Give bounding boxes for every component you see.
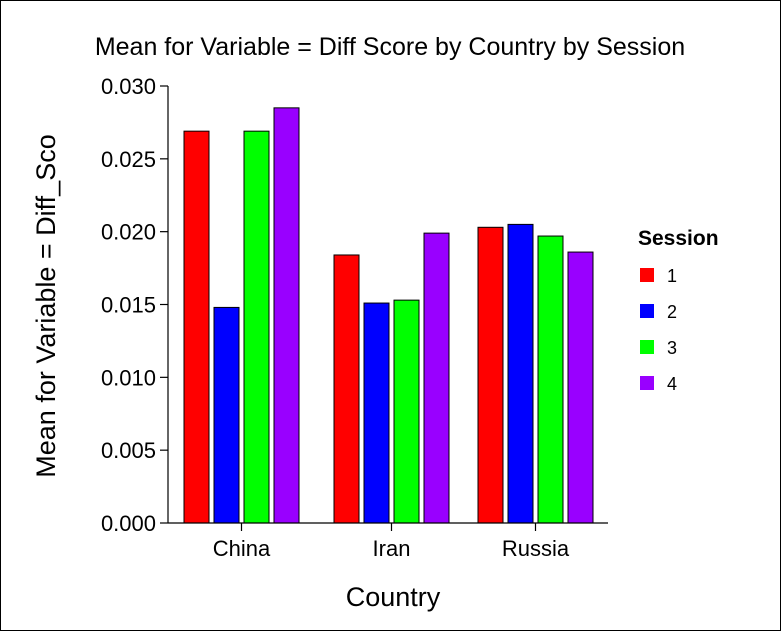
y-tick-label: 0.025: [101, 147, 156, 172]
x-tick-label: China: [213, 536, 271, 561]
bar-russia-session-1: [477, 226, 504, 524]
x-tick-label: Iran: [373, 536, 411, 561]
legend-swatch-session-1: [640, 268, 654, 282]
bars-group: [183, 107, 594, 524]
chart-title: Mean for Variable = Diff Score by Countr…: [95, 33, 685, 61]
bar-china-session-2: [213, 306, 240, 524]
bar-china-session-4: [273, 107, 300, 524]
y-tick-label: 0.030: [101, 74, 156, 99]
bar-iran-session-3: [393, 299, 420, 524]
x-axis-label: Country: [346, 582, 441, 612]
legend: Session 1 2 3 4: [638, 227, 719, 394]
y-axis-label: Mean for Variable = Diff_Sco: [31, 134, 61, 477]
bar-russia-session-3: [537, 235, 564, 524]
legend-swatch-session-2: [640, 304, 654, 318]
legend-swatch-session-3: [640, 340, 654, 354]
bar-china-session-1: [183, 130, 210, 524]
bar-iran-session-1: [333, 254, 360, 524]
y-tick-label: 0.010: [101, 365, 156, 390]
bar-iran-session-4: [423, 232, 450, 524]
bar-iran-session-2: [363, 302, 390, 524]
bar-russia-session-4: [567, 251, 594, 524]
y-tick-label: 0.020: [101, 220, 156, 245]
x-tick-label: Russia: [502, 536, 570, 561]
bar-china-session-3: [243, 130, 270, 524]
legend-title: Session: [638, 227, 719, 250]
legend-swatch-session-4: [640, 376, 654, 390]
y-axis: 0.000 0.005 0.010 0.015 0.020 0.025 0.030: [101, 74, 169, 536]
y-tick-label: 0.005: [101, 438, 156, 463]
bar-russia-session-2: [507, 223, 534, 524]
legend-label: 2: [667, 302, 677, 322]
x-axis: China Iran Russia: [168, 522, 608, 561]
y-tick-label: 0.015: [101, 293, 156, 318]
legend-label: 1: [667, 266, 677, 286]
y-tick-label: 0.000: [101, 511, 156, 536]
legend-label: 3: [667, 338, 677, 358]
legend-label: 4: [667, 374, 677, 394]
